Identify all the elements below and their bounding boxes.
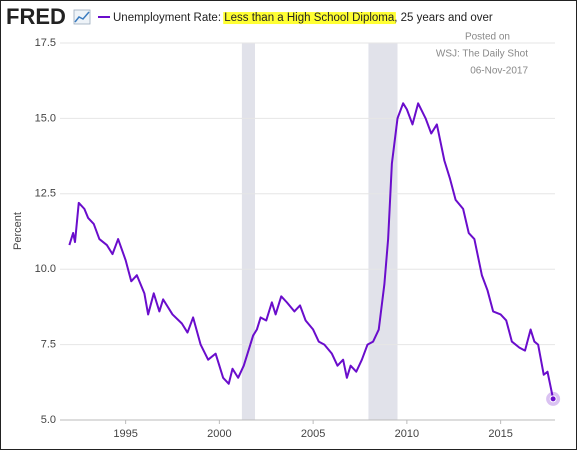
recession-band <box>368 43 398 420</box>
x-tick-label: 2015 <box>488 428 512 440</box>
annotation: 06-Nov-2017 <box>470 66 528 77</box>
annotation: WSJ: The Daily Shot <box>436 49 528 60</box>
recession-band <box>241 43 255 420</box>
legend-text: Unemployment Rate: <box>113 12 224 24</box>
y-tick-label: 7.5 <box>41 339 56 351</box>
x-tick-label: 2010 <box>395 428 419 440</box>
y-tick-label: 5.0 <box>41 414 56 426</box>
end-point <box>549 395 557 403</box>
logo: FRED <box>6 4 66 29</box>
annotation: Posted on <box>465 32 510 43</box>
legend-text: , 25 years and over <box>394 12 493 24</box>
x-tick-label: 1995 <box>113 428 137 440</box>
legend-highlight: Less than a High School Diploma <box>224 12 395 24</box>
series-line <box>68 102 555 400</box>
y-tick-label: 10.0 <box>35 263 56 275</box>
x-tick-label: 2005 <box>301 428 325 440</box>
y-tick-label: 17.5 <box>35 37 56 49</box>
x-tick-label: 2000 <box>207 428 231 440</box>
y-tick-label: 15.0 <box>35 112 56 124</box>
legend-entry: Unemployment Rate: Less than a High Scho… <box>113 12 493 24</box>
logo-icon <box>73 9 91 25</box>
y-axis-label: Percent <box>12 212 24 250</box>
legend-highlight-bg <box>223 12 396 25</box>
y-tick-label: 12.5 <box>35 188 56 200</box>
